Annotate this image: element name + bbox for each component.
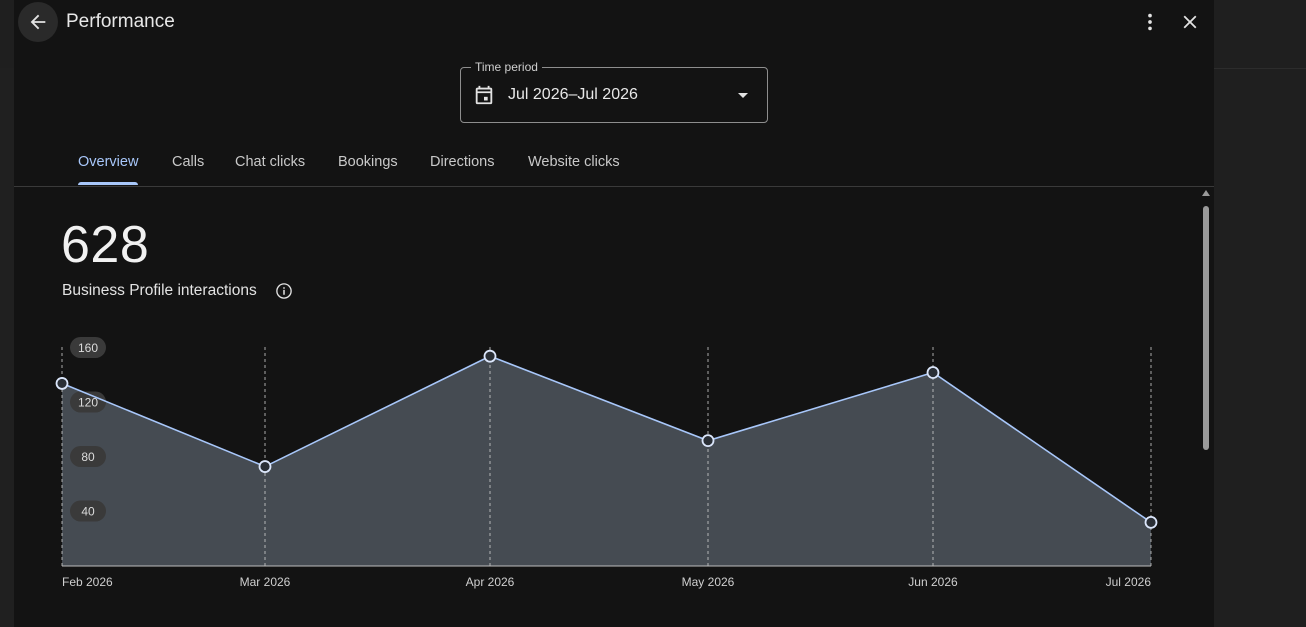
tab-calls[interactable]: Calls (172, 154, 205, 170)
y-tick: 40 (70, 500, 106, 522)
dropdown-arrow-icon (738, 93, 748, 98)
info-icon[interactable] (275, 282, 293, 300)
data-point[interactable] (701, 434, 715, 448)
time-period-select[interactable]: Time period Jul 2026–Jul 2026 (460, 60, 768, 123)
series-line (61, 355, 1152, 524)
scrollbar[interactable] (1200, 190, 1212, 627)
tab-overview[interactable]: Overview (78, 154, 139, 170)
data-point[interactable] (926, 366, 940, 379)
x-tick-label: Jun 2026 (908, 575, 958, 589)
y-tick-label: 40 (81, 505, 95, 519)
total-interactions: 628 (61, 216, 150, 274)
performance-dialog: Performance Time period Jul 2026–Jul 202… (14, 0, 1214, 627)
overview-panel: 628 Business Profile interactions 160 120… (14, 187, 1198, 627)
more-options-button[interactable] (1136, 8, 1164, 36)
back-button[interactable] (18, 2, 58, 42)
dialog-header: Performance (14, 0, 1214, 46)
data-point[interactable] (258, 460, 272, 473)
calendar-icon (475, 85, 493, 105)
dialog-title: Performance (66, 11, 175, 32)
tab-website-clicks[interactable]: Website clicks (528, 154, 620, 170)
metric-label: Business Profile interactions (62, 282, 257, 299)
x-tick-label: Jul 2026 (1106, 575, 1152, 589)
background-left-panel (0, 68, 14, 627)
y-tick-label: 160 (78, 341, 98, 355)
metric-tabs: Overview Calls Chat clicks Bookings Dire… (14, 142, 1214, 187)
chart-area-fill (62, 356, 1151, 566)
close-button[interactable] (1176, 8, 1204, 36)
more-vert-icon (1148, 13, 1152, 31)
interactions-chart: 160 120 80 40 Feb 2026 Mar 2026 Apr 2026 May 20… (55, 337, 1158, 589)
y-tick: 120 (70, 391, 106, 413)
x-tick-label: May 2026 (682, 575, 735, 589)
data-point[interactable] (55, 377, 69, 390)
y-tick-label: 120 (78, 396, 98, 410)
tab-directions[interactable]: Directions (430, 154, 495, 170)
data-point[interactable] (483, 349, 497, 363)
data-point[interactable] (1144, 515, 1158, 529)
y-tick: 80 (70, 446, 106, 467)
y-tick-label: 80 (81, 450, 95, 464)
x-tick-label: Mar 2026 (240, 575, 291, 589)
time-period-value: Jul 2026–Jul 2026 (508, 86, 638, 103)
active-tab-indicator (78, 182, 138, 185)
tab-chat-clicks[interactable]: Chat clicks (235, 154, 306, 170)
scroll-up-arrow-icon[interactable] (1202, 190, 1210, 196)
time-period-label: Time period (471, 60, 542, 74)
x-tick-label: Apr 2026 (466, 575, 515, 589)
x-tick-label: Feb 2026 (62, 575, 113, 589)
y-tick: 160 (70, 337, 106, 358)
close-icon (1183, 15, 1197, 29)
scroll-thumb[interactable] (1203, 206, 1209, 450)
tab-bookings[interactable]: Bookings (338, 154, 398, 170)
arrow-back-icon (30, 14, 46, 30)
